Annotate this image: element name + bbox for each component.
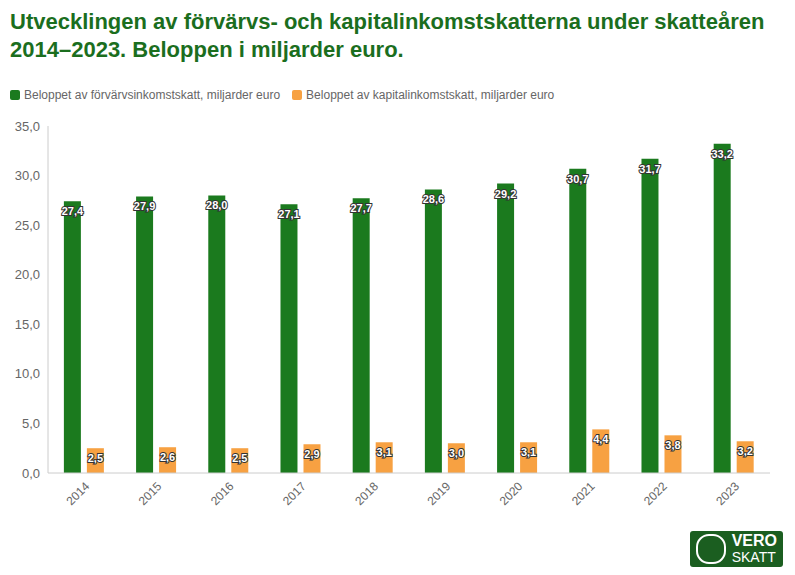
svg-text:20,0: 20,0 (15, 267, 40, 282)
svg-text:28,6: 28,6 (423, 193, 444, 205)
svg-text:3,0: 3,0 (449, 447, 464, 459)
svg-text:2023: 2023 (713, 479, 742, 508)
svg-text:2,9: 2,9 (304, 448, 319, 460)
svg-text:3,1: 3,1 (521, 446, 536, 458)
svg-text:27,9: 27,9 (134, 200, 155, 212)
svg-text:3,1: 3,1 (377, 446, 392, 458)
svg-text:4,4: 4,4 (593, 433, 609, 445)
svg-text:2018: 2018 (352, 479, 381, 508)
svg-text:2020: 2020 (497, 479, 526, 508)
svg-text:33,2: 33,2 (711, 148, 732, 160)
svg-text:27,1: 27,1 (278, 208, 299, 220)
svg-text:3,2: 3,2 (738, 445, 753, 457)
svg-text:2019: 2019 (424, 479, 453, 508)
svg-text:2016: 2016 (208, 479, 237, 508)
svg-text:0,0: 0,0 (22, 466, 40, 481)
svg-text:30,0: 30,0 (15, 168, 40, 183)
html-text:VERO: VERO (731, 532, 777, 549)
svg-text:25,0: 25,0 (15, 218, 40, 233)
svg-text:31,7: 31,7 (639, 163, 660, 175)
svg-text:27,4: 27,4 (62, 205, 84, 217)
svg-text:10,0: 10,0 (15, 366, 40, 381)
html-text:SKATT: SKATT (731, 549, 776, 565)
svg-text:2,5: 2,5 (232, 452, 247, 464)
html-text:Utvecklingen av förvärvs- och: Utvecklingen av förvärvs- och kapitalink… (10, 9, 765, 62)
svg-text:29,2: 29,2 (495, 188, 516, 200)
html-text:Beloppet av förvärvsinkomstska: Beloppet av förvärvsinkomstskatt, miljar… (24, 88, 281, 102)
svg-text:28,0: 28,0 (206, 199, 227, 211)
svg-text:2014: 2014 (63, 479, 92, 508)
svg-text:35,0: 35,0 (15, 119, 40, 134)
svg-text:15,0: 15,0 (15, 317, 40, 332)
svg-text:2015: 2015 (136, 479, 165, 508)
svg-text:2,5: 2,5 (88, 452, 103, 464)
svg-text:2021: 2021 (569, 479, 598, 508)
svg-text:3,8: 3,8 (665, 439, 680, 451)
svg-text:30,7: 30,7 (567, 173, 588, 185)
svg-text:5,0: 5,0 (22, 416, 40, 431)
html-text:Beloppet av kapitalinkomstskat: Beloppet av kapitalinkomstskatt, miljard… (306, 88, 555, 102)
svg-text:27,7: 27,7 (350, 202, 371, 214)
svg-text:2022: 2022 (641, 479, 670, 508)
svg-text:2017: 2017 (280, 479, 309, 508)
svg-text:2,6: 2,6 (160, 451, 175, 463)
